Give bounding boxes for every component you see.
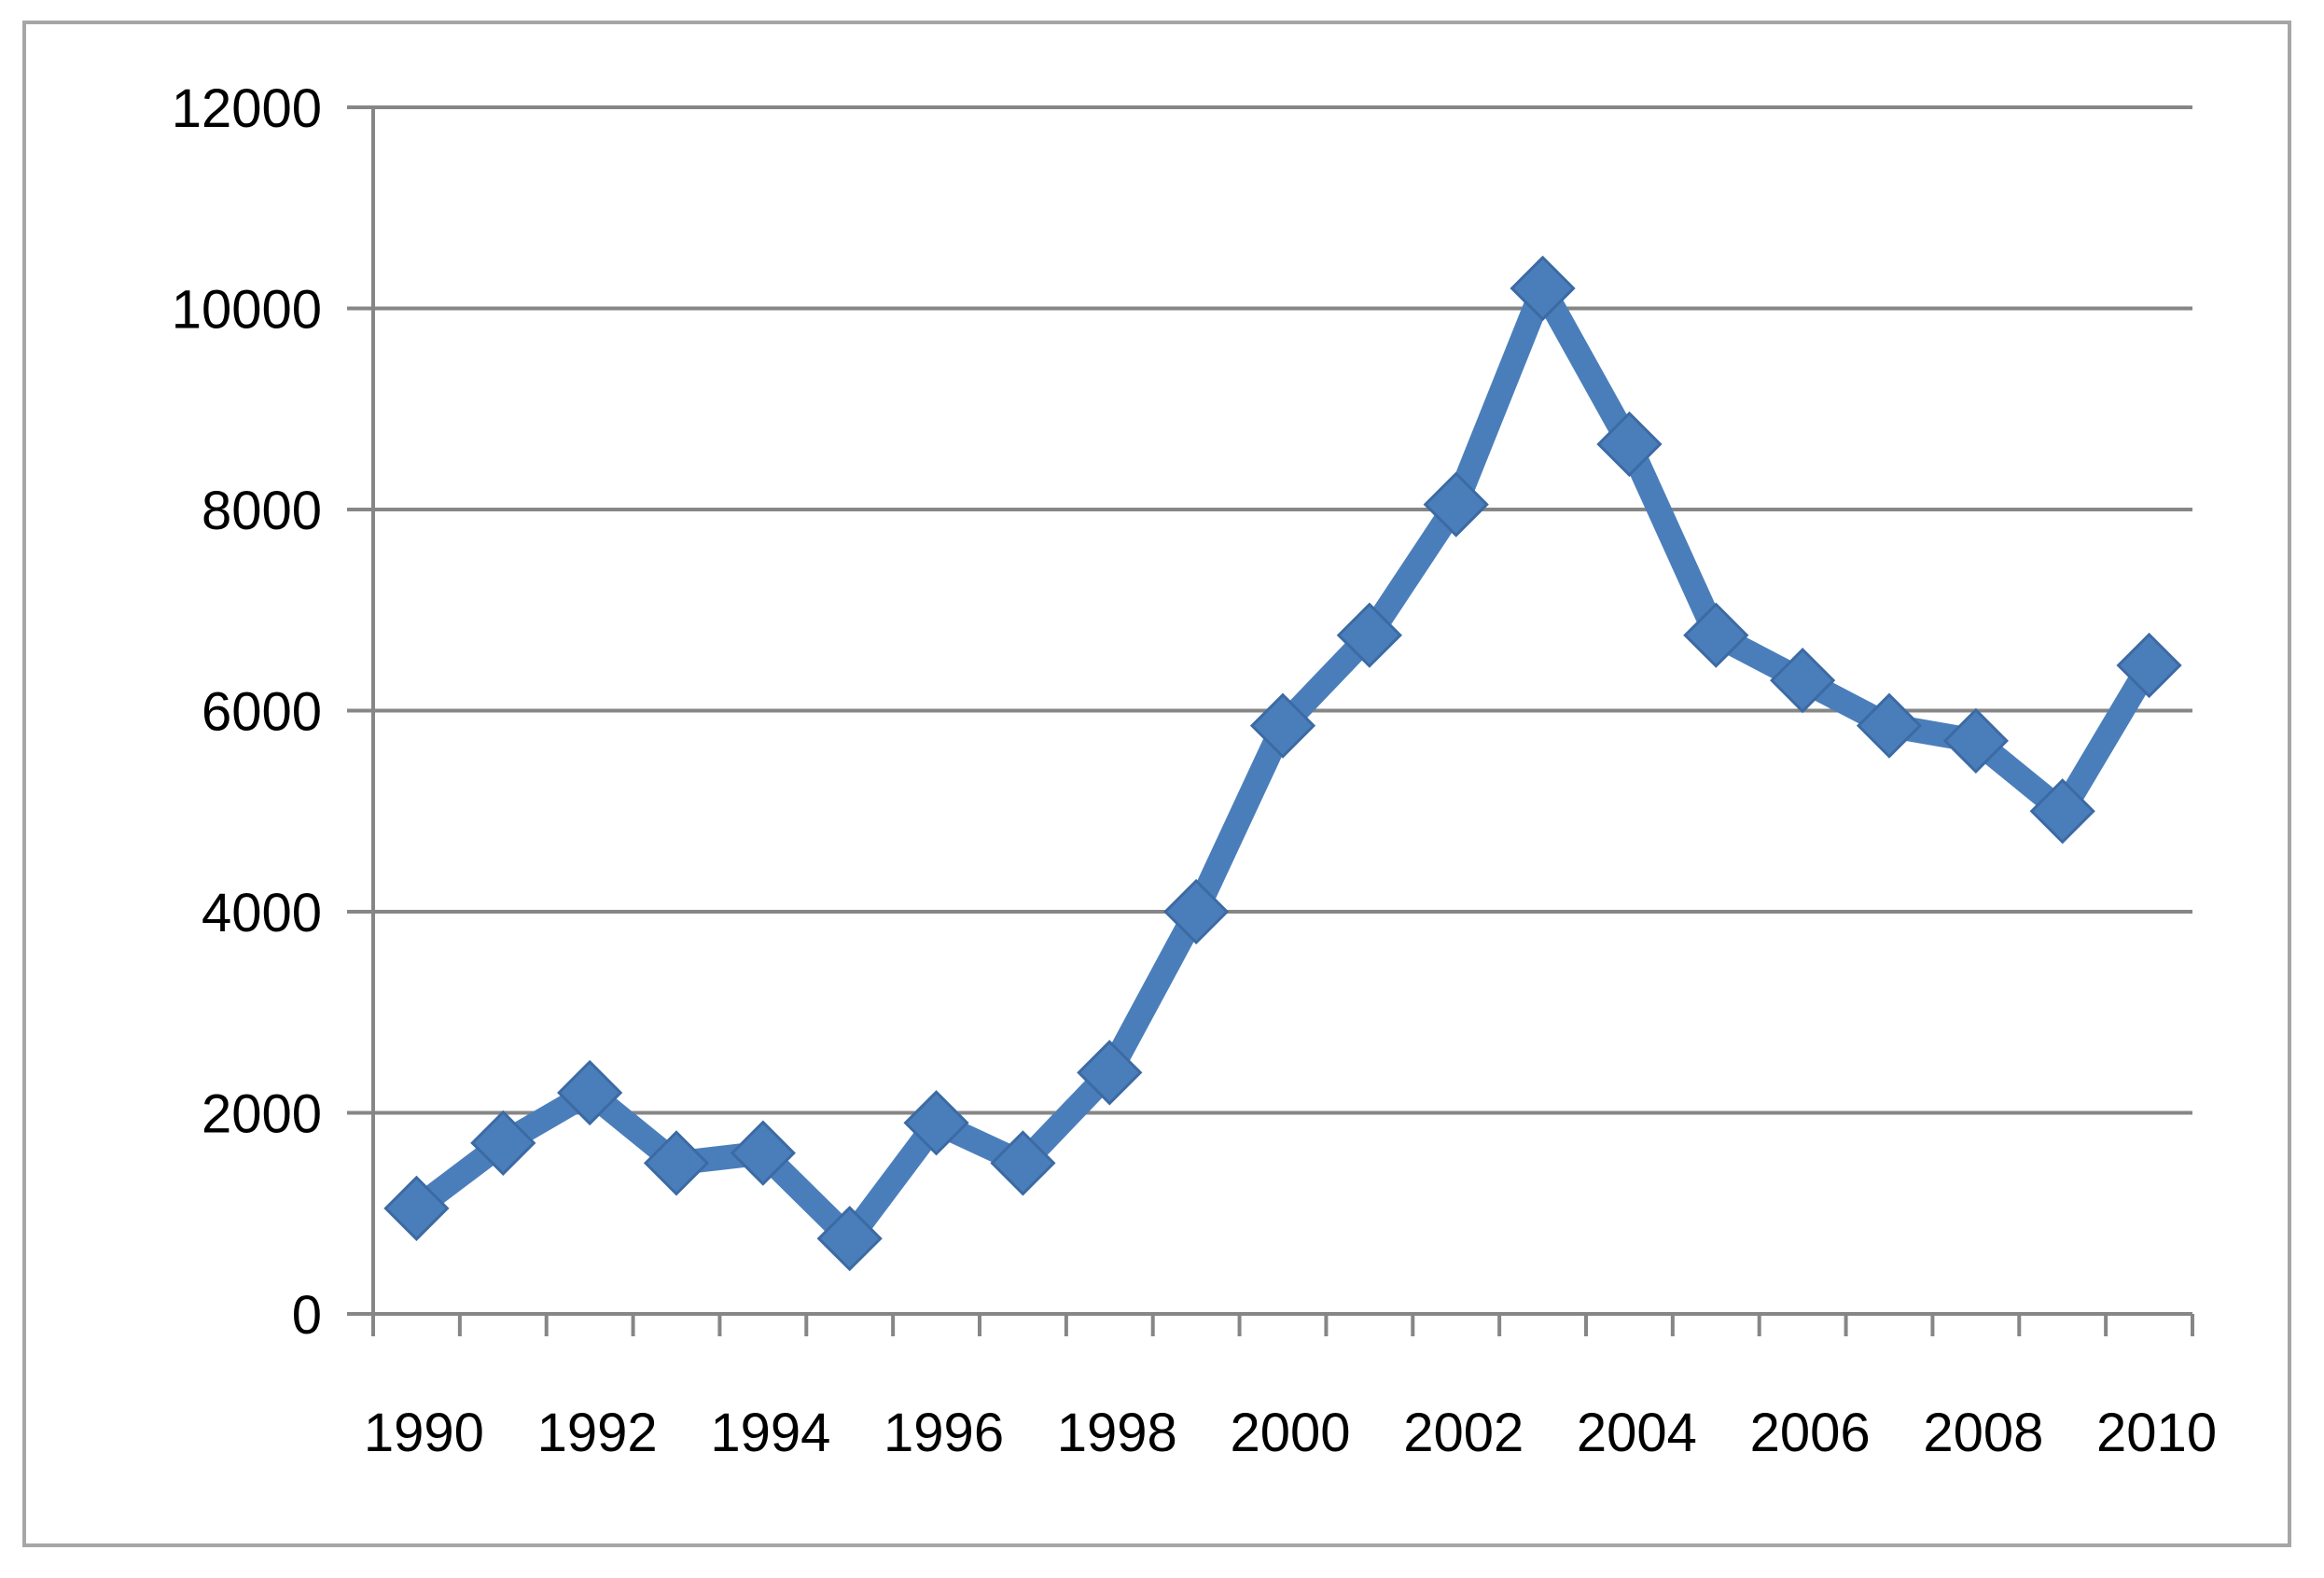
- data-point-marker: [1942, 707, 2009, 774]
- y-tick-label: 4000: [202, 883, 322, 943]
- series-line: [404, 275, 2162, 1251]
- data-point-marker: [990, 1130, 1056, 1196]
- x-tick-label: 1990: [364, 1403, 484, 1463]
- data-point-marker: [1249, 692, 1316, 759]
- axes: [347, 105, 2194, 1336]
- x-tick-label: 2000: [1230, 1403, 1350, 1463]
- data-point-marker: [557, 1059, 623, 1126]
- x-tick-label: 1994: [710, 1403, 830, 1463]
- y-tick-label: 8000: [202, 481, 322, 541]
- x-tick-label: 1998: [1057, 1403, 1177, 1463]
- series-layer: [383, 255, 2182, 1272]
- x-tick-labels: 1990 1992 1994 1996 1998 2000 2002 2004 2006 2008…: [364, 1403, 2217, 1463]
- data-point-marker: [730, 1120, 796, 1186]
- x-tick-label: 2010: [2096, 1403, 2217, 1463]
- x-tick-label: 2002: [1403, 1403, 1524, 1463]
- y-tick-label: 2000: [202, 1084, 322, 1145]
- data-point-marker: [1163, 878, 1230, 945]
- data-point-marker: [1510, 255, 1576, 322]
- data-point-marker: [383, 1175, 450, 1241]
- data-point-marker: [1336, 602, 1402, 668]
- y-tick-labels: 0 2000 4000 6000 8000 10000 12000: [172, 78, 322, 1346]
- y-tick-label: 0: [292, 1285, 322, 1346]
- y-tick-label: 6000: [202, 682, 322, 743]
- gridlines: [373, 105, 2192, 1115]
- data-point-marker: [903, 1090, 969, 1156]
- data-point-marker: [1596, 411, 1663, 478]
- chart-frame: [22, 21, 2291, 1547]
- data-point-marker: [1423, 471, 1489, 538]
- x-tick-label: 2008: [1923, 1403, 2043, 1463]
- data-point-marker: [643, 1130, 710, 1196]
- data-point-marker: [470, 1110, 536, 1176]
- y-tick-label: 12000: [172, 78, 322, 139]
- data-point-marker: [816, 1206, 883, 1272]
- data-point-marker: [2116, 632, 2182, 699]
- data-point-marker: [1770, 648, 1836, 714]
- x-tick-label: 2004: [1577, 1403, 1697, 1463]
- data-point-marker: [1077, 1040, 1143, 1106]
- data-point-marker: [1856, 692, 1923, 759]
- x-tick-label: 1992: [537, 1403, 658, 1463]
- data-point-marker: [1683, 602, 1749, 668]
- data-point-marker: [2029, 778, 2095, 845]
- x-tick-label: 2006: [1750, 1403, 1871, 1463]
- y-tick-label: 10000: [172, 280, 322, 341]
- x-tick-label: 1996: [884, 1403, 1004, 1463]
